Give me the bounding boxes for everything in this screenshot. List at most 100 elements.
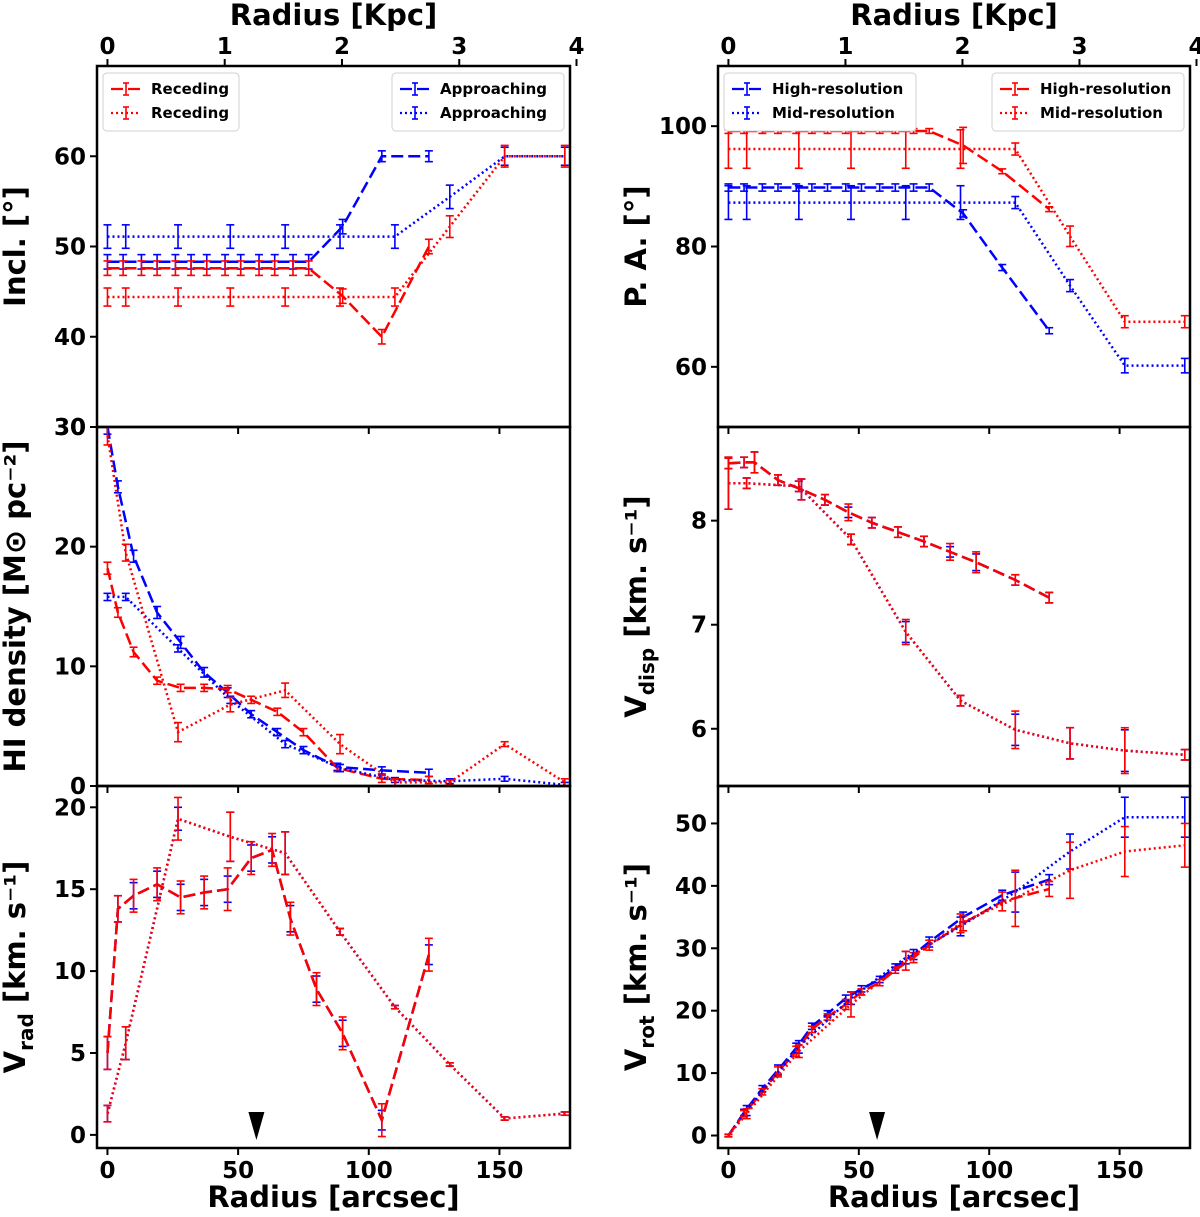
error-bar [174, 796, 183, 841]
error-bar [273, 707, 282, 717]
y-tick-label: 30 [54, 415, 86, 441]
series-line-red-dotted [727, 844, 1185, 1137]
y-tick-label: 5 [70, 1041, 86, 1067]
top-tick-label: 4 [1188, 34, 1200, 60]
y-tick-label: 50 [54, 235, 86, 261]
series-line-red-dashed [728, 461, 1050, 599]
error-bar [972, 551, 981, 574]
error-bar [724, 184, 733, 221]
error-bar [153, 260, 162, 277]
error-bar [925, 127, 934, 135]
error-bar [103, 561, 112, 575]
error-bar [103, 1035, 112, 1071]
y-tick-label: 7 [691, 613, 707, 639]
error-bar [901, 950, 910, 971]
error-bar [424, 768, 433, 778]
error-bar [1120, 314, 1129, 329]
error-bar [336, 287, 345, 307]
error-bar [857, 183, 866, 192]
error-bar [200, 666, 209, 678]
error-bar [176, 880, 185, 915]
plot-area [103, 427, 569, 786]
error-bar [223, 867, 232, 912]
y-axis-label: Vrot [km. s⁻¹] [619, 863, 659, 1071]
error-bar [1120, 825, 1129, 878]
error-bar [103, 260, 112, 277]
series-line-blue-dashed [728, 186, 1051, 332]
series-line-blue-dotted [107, 595, 565, 786]
series-line-red-dashed [727, 887, 1050, 1137]
radius-marker-triangle [248, 1112, 265, 1140]
error-bar [1066, 841, 1075, 900]
error-bar [500, 740, 509, 748]
error-bar [797, 478, 806, 501]
error-bar [560, 1111, 569, 1117]
error-bar [820, 493, 829, 506]
y-tick-label: 10 [675, 1061, 707, 1087]
error-bar [500, 144, 509, 168]
error-bar [445, 215, 454, 239]
error-bar [103, 287, 112, 307]
y-tick-label: 30 [54, 415, 86, 441]
series-line-blue-dashed [727, 878, 1050, 1137]
error-bar [424, 937, 433, 972]
error-bar [1120, 726, 1129, 775]
error-bar [129, 878, 138, 913]
error-bar [288, 260, 297, 277]
error-bar [500, 1116, 509, 1121]
error-bar [336, 927, 345, 936]
error-bar [377, 1102, 386, 1138]
error-bar [794, 128, 803, 170]
error-bar [794, 480, 803, 493]
plot-area [103, 796, 569, 1138]
error-bar [247, 840, 256, 876]
x-tick-label: 150 [1096, 1158, 1144, 1184]
error-bar [724, 1133, 733, 1138]
series-line-red-dotted [106, 435, 566, 784]
x-tick-label: 150 [475, 1158, 523, 1184]
y-tick-label: 10 [54, 654, 86, 680]
top-tick-label: 0 [720, 34, 736, 60]
error-bar [103, 427, 112, 446]
error-bar [920, 535, 929, 548]
error-bar [103, 592, 112, 602]
series-line-red-dotted [728, 147, 1185, 323]
top-tick-label: 2 [954, 34, 970, 60]
panel-incl: 30 40 50 60 0 1 2 3 4 Radius [Kpc] Incl. [°] Recedi… [0, 0, 585, 441]
x-tick-label: 100 [965, 1158, 1013, 1184]
error-bar [1011, 869, 1020, 928]
error-bar [424, 150, 433, 163]
y-tick-label: 30 [675, 936, 707, 962]
error-bar [867, 516, 876, 529]
legend-entry: High-resolution [1000, 80, 1171, 98]
panel-vrad: 0 5 10 15 20 0 50 100 150 Radius [arcsec] Vrad [km… [0, 784, 572, 1214]
legend-entry: High-resolution [732, 80, 903, 98]
plot-area [103, 144, 569, 345]
error-bar [956, 913, 965, 934]
error-bar [226, 811, 235, 863]
series-line-red-dashed [106, 567, 429, 782]
error-bar [750, 451, 759, 474]
error-bar [841, 183, 850, 192]
error-bar [226, 287, 235, 307]
error-bar [174, 287, 183, 307]
error-bar [377, 774, 386, 784]
plot-area [724, 451, 1189, 775]
error-bar [1180, 822, 1189, 868]
error-bar [223, 684, 232, 694]
top-tick-label: 1 [837, 34, 853, 60]
legend-label: Approaching [440, 104, 547, 122]
error-bar [174, 643, 183, 653]
legend-entry: Mid-resolution [732, 104, 895, 122]
error-bar [119, 260, 128, 277]
error-bar [724, 456, 733, 511]
y-axis-label: P. A. [°] [619, 185, 653, 307]
series-line-red-dashed [728, 129, 1050, 211]
error-bar [113, 894, 122, 923]
error-bar [807, 183, 816, 192]
error-bar [823, 183, 832, 192]
legend-entry: Approaching [400, 80, 547, 98]
legend-top-right: High-resolution Mid-resolution [991, 72, 1185, 132]
top-axis-label: Radius [Kpc] [230, 0, 438, 32]
series-line-red-dashed [107, 245, 431, 339]
